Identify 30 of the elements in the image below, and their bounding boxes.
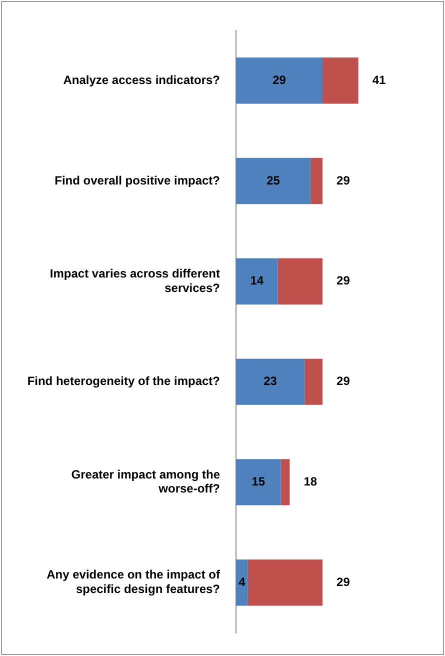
bar — [248, 560, 323, 606]
bar — [236, 58, 323, 104]
bar — [236, 358, 305, 405]
bar — [236, 158, 311, 204]
y-tick-label: Greater impact among the worse-off? — [71, 467, 220, 496]
data-label: 4 — [238, 574, 246, 589]
total-label: 29 — [336, 274, 350, 288]
bar — [278, 258, 323, 304]
data-label: 14 — [250, 274, 264, 288]
total-label: 29 — [336, 374, 350, 388]
total-label: 18 — [304, 474, 318, 489]
total-label: 29 — [336, 173, 350, 188]
bar — [310, 158, 323, 204]
data-label: 23 — [264, 374, 278, 388]
data-label: 15 — [252, 474, 266, 489]
data-label: 29 — [272, 72, 286, 87]
bar — [280, 459, 290, 506]
bar — [304, 358, 323, 405]
bar — [236, 258, 278, 304]
y-tick-label: Any evidence on the impact of specific design features? — [46, 568, 221, 596]
total-label: 29 — [336, 574, 350, 589]
total-label: 41 — [372, 72, 386, 87]
y-tick-label: Analyze access indicators? — [63, 72, 220, 87]
data-label: 25 — [266, 173, 280, 188]
bar — [322, 58, 358, 104]
bar — [236, 459, 281, 506]
y-tick-label: Find overall positive impact? — [54, 173, 220, 188]
bar — [236, 560, 248, 606]
y-tick-label: Find heterogeneity of the impact? — [27, 374, 220, 388]
y-tick-label: Impact varies across different services? — [50, 266, 220, 295]
